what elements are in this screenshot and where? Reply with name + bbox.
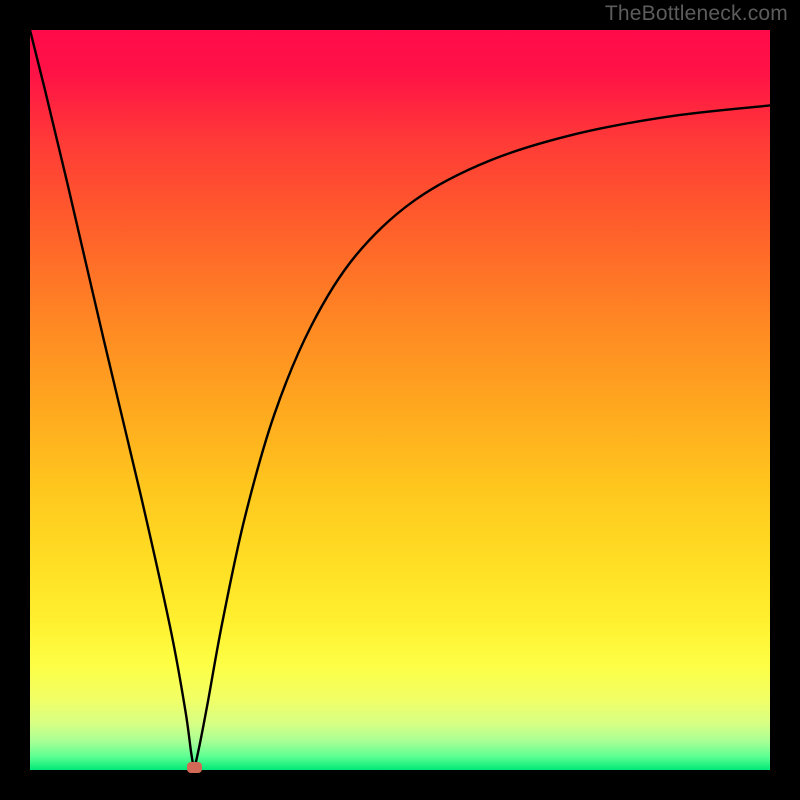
watermark-label: TheBottleneck.com — [605, 2, 788, 26]
bottleneck-chart — [0, 0, 800, 800]
chart-stage: TheBottleneck.com — [0, 0, 800, 800]
gradient-background — [30, 30, 770, 770]
minimum-marker — [187, 762, 202, 773]
